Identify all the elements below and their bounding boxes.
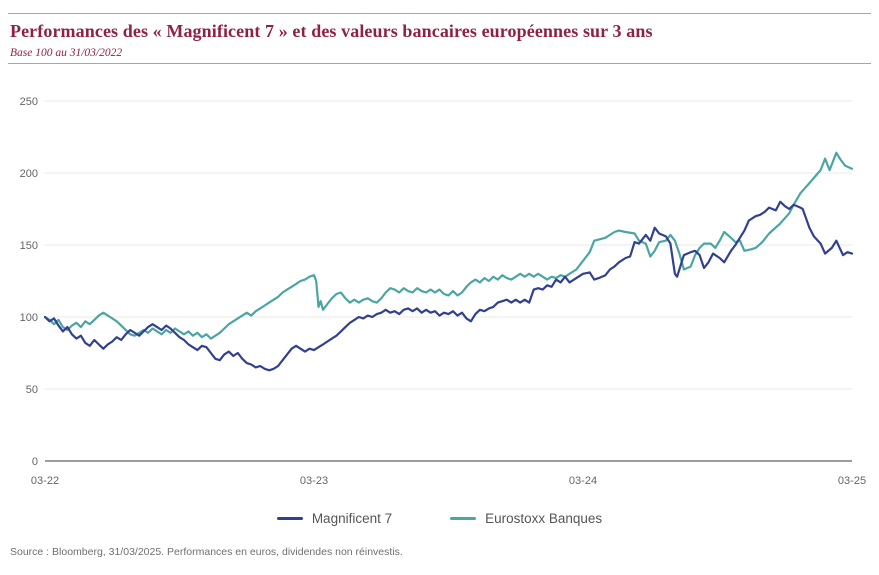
top-rule [8,13,871,14]
chart-legend: Magnificent 7 Eurostoxx Banques [0,511,879,526]
magnificent7-line-swatch [276,517,303,520]
legend-item-eurostoxx-banques: Eurostoxx Banques [450,511,602,526]
y-tick-label-100: 100 [20,312,38,324]
x-tick-label-03-24: 03-24 [569,475,597,487]
chart-subtitle: Base 100 au 31/03/2022 [10,47,123,59]
magnificent-7-line [43,200,854,372]
magnificent7-legend-label: Magnificent 7 [311,511,393,526]
y-tick-label-150: 150 [20,240,38,252]
eurostoxx-banques-line [43,151,854,340]
y-tick-label-50: 50 [26,384,38,396]
x-tick-label-03-22: 03-22 [31,475,59,487]
header-rule [8,63,871,64]
eurostoxx-banques-line-swatch [450,517,477,520]
eurostoxx-banques-legend-label: Eurostoxx Banques [485,511,603,526]
x-tick-label-03-25: 03-25 [838,475,866,487]
chart-title: Performances des « Magnificent 7 » et de… [10,21,653,41]
x-tick-label-03-23: 03-23 [300,475,328,487]
source-note: Source : Bloomberg, 31/03/2025. Performa… [10,546,403,558]
legend-item-magnificent7: Magnificent 7 [276,511,393,526]
y-tick-label-200: 200 [20,168,38,180]
y-tick-label-250: 250 [20,96,38,108]
y-tick-label-0: 0 [32,456,38,468]
